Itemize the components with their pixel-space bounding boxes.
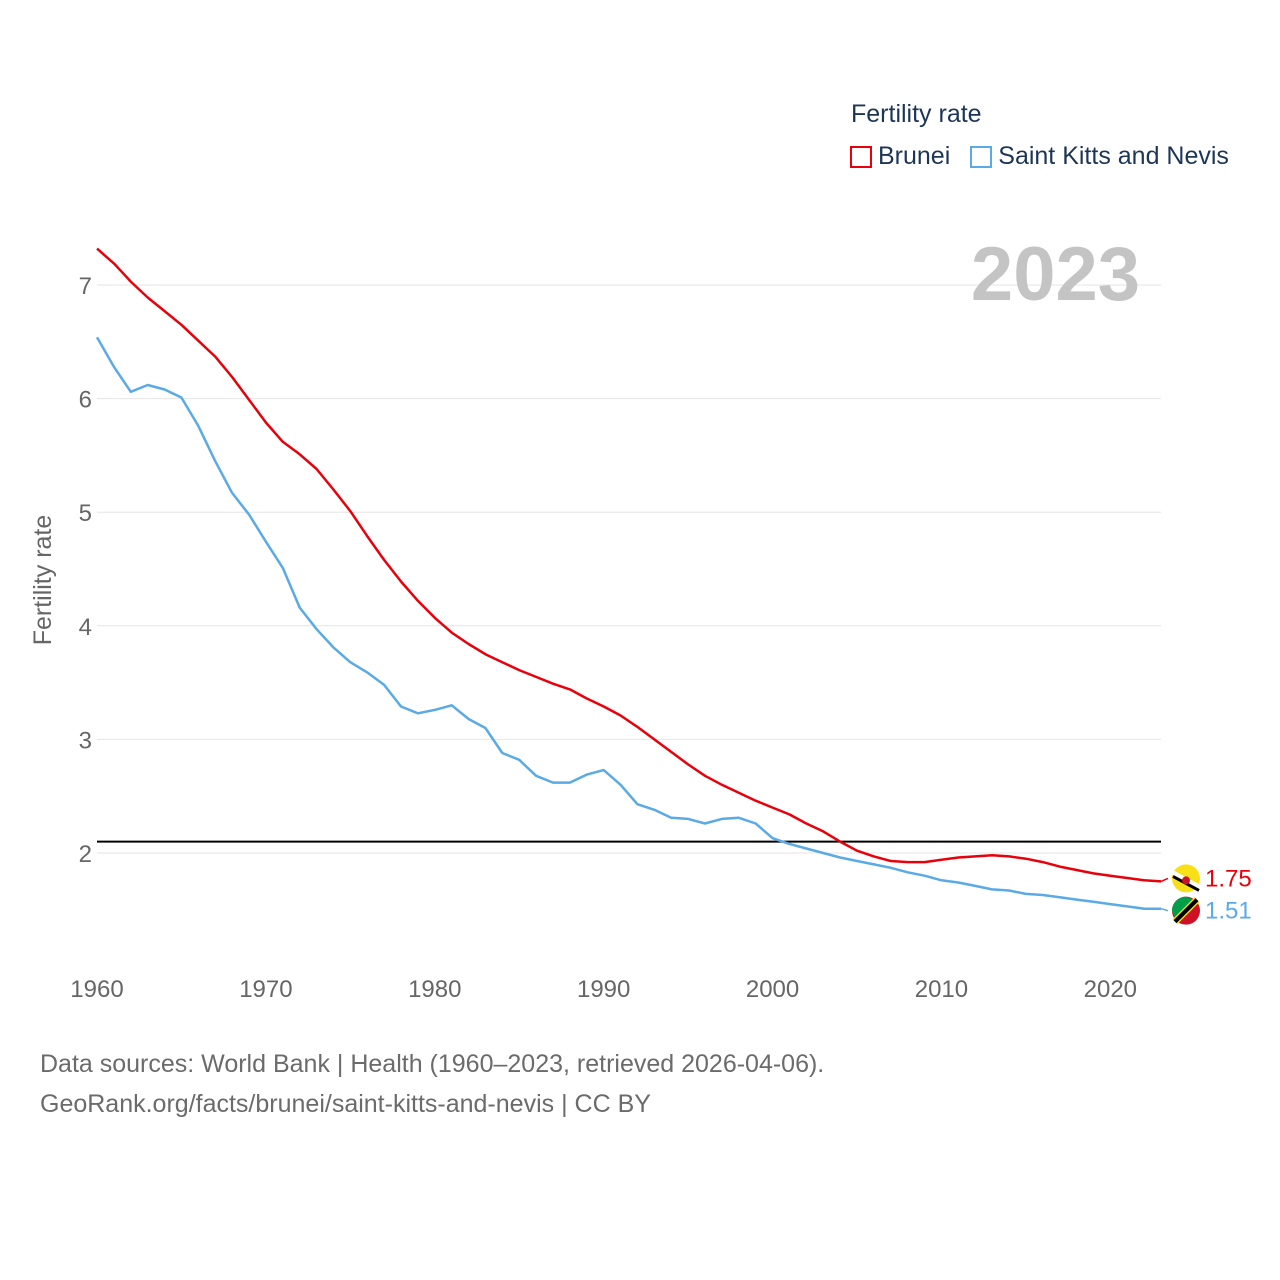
x-tick-label: 2010 xyxy=(915,976,968,1003)
y-tick-label: 7 xyxy=(79,273,92,300)
legend-title: Fertility rate xyxy=(851,100,982,128)
legend-swatch-brunei xyxy=(850,145,872,168)
year-watermark: 2023 xyxy=(971,232,1140,317)
series-line-saint-kitts-and-nevis xyxy=(95,336,1161,910)
footer-source: Data sources: World Bank | Health (1960–… xyxy=(40,1044,824,1124)
x-tick-label: 1960 xyxy=(70,976,123,1003)
legend-item-saint-kitts-and-nevis[interactable]: Saint Kitts and Nevis xyxy=(970,142,1229,171)
flag-icon-brunei xyxy=(1172,864,1200,893)
y-tick-label: 6 xyxy=(79,387,92,414)
y-tick-label: 3 xyxy=(79,727,92,754)
legend-item-brunei[interactable]: Brunei xyxy=(850,142,950,171)
series-line-brunei xyxy=(96,247,1162,883)
legend-label-brunei: Brunei xyxy=(878,142,951,170)
legend-label-saint-kitts-and-nevis: Saint Kitts and Nevis xyxy=(998,142,1229,170)
y-axis-label: Fertility rate xyxy=(29,515,57,646)
y-tick-label: 2 xyxy=(79,841,92,868)
footer-line-2[interactable]: GeoRank.org/facts/brunei/saint-kitts-and… xyxy=(40,1090,651,1118)
x-tick-label: 2000 xyxy=(746,976,799,1003)
y-axis-ticks: 2 3 4 5 6 7 xyxy=(79,273,92,868)
x-tick-label: 2020 xyxy=(1084,976,1137,1003)
x-tick-label: 1970 xyxy=(239,976,292,1003)
end-connector-saint-kitts-and-nevis xyxy=(1160,907,1169,912)
footer-line-1: Data sources: World Bank | Health (1960–… xyxy=(40,1050,825,1078)
legend: Brunei Saint Kitts and Nevis xyxy=(850,142,1249,171)
end-value-label-saint-kitts-and-nevis: 1.51 xyxy=(1205,898,1252,925)
x-tick-label: 1990 xyxy=(577,976,630,1003)
y-tick-label: 4 xyxy=(79,614,92,641)
end-connector-brunei xyxy=(1160,877,1169,883)
end-labels: 1.75 1.51 xyxy=(1160,864,1252,925)
y-tick-label: 5 xyxy=(79,500,92,527)
flag-icon-saint-kitts-and-nevis xyxy=(1172,896,1200,925)
end-value-label-brunei: 1.75 xyxy=(1205,865,1252,892)
legend-swatch-saint-kitts-and-nevis xyxy=(970,145,993,168)
grid-lines xyxy=(97,284,1161,854)
x-tick-label: 1980 xyxy=(408,976,461,1003)
x-axis-ticks: 1960 1970 1980 1990 2000 2010 2020 xyxy=(70,976,1137,1003)
series-lines xyxy=(95,247,1162,910)
